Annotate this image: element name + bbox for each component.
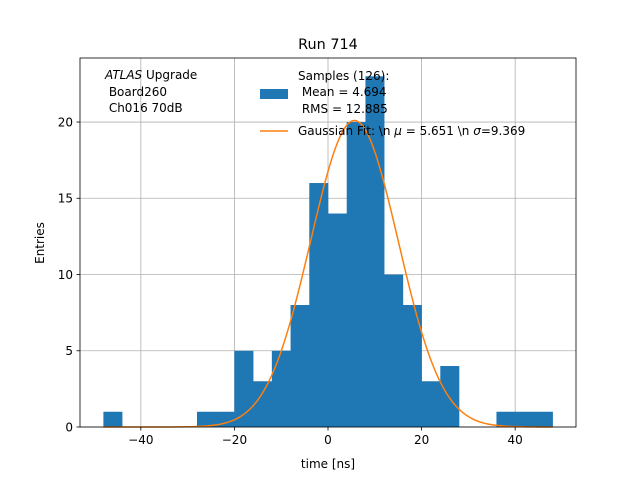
histogram-bars [103, 76, 553, 428]
x-tick-label-4: 40 [508, 433, 523, 447]
histogram-bar-7 [234, 350, 254, 427]
y-tick-label-1: 5 [65, 344, 73, 358]
histogram-bar-23 [533, 411, 553, 427]
histogram-bar-8 [253, 381, 273, 427]
histogram-bar-13 [346, 122, 366, 427]
annotation-upgrade: Upgrade [142, 68, 197, 82]
histogram-bar-10 [290, 305, 310, 427]
y-tick-label-0: 0 [65, 420, 73, 434]
atlas-word: ATLAS [104, 68, 143, 82]
legend-fit-sigma-value: =9.369 [481, 124, 525, 138]
annotation-line-1: ATLAS Upgrade [104, 68, 197, 82]
histogram-bar-17 [421, 381, 441, 427]
x-axis-label: time [ns] [301, 457, 355, 471]
histogram-bar-5 [196, 411, 216, 427]
legend-hist-line-2: Mean = 4.694 [298, 85, 387, 99]
legend-hist-line-3: RMS = 12.885 [298, 102, 388, 116]
histogram-bar-16 [402, 305, 422, 427]
legend-fit-label: Gaussian Fit: \n μ = 5.651 \n σ=9.369 [298, 124, 525, 138]
legend-fit-prefix: Gaussian Fit: \n [298, 124, 394, 138]
x-tick-label-1: −20 [222, 433, 247, 447]
histogram-bar-11 [309, 183, 329, 427]
histogram-bar-18 [440, 366, 460, 427]
legend-fit-mu-value: = 5.651 \n [402, 124, 473, 138]
histogram-bar-6 [215, 411, 235, 427]
y-tick-label-3: 15 [58, 192, 73, 206]
legend-histogram-swatch [260, 89, 288, 99]
histogram-bar-14 [365, 76, 385, 428]
y-axis-label: Entries [33, 222, 47, 264]
y-tick-label-2: 10 [58, 268, 73, 282]
y-tick-label-4: 20 [58, 115, 73, 129]
annotation-line-3: Ch016 70dB [105, 101, 183, 115]
histogram-bar-9 [271, 350, 291, 427]
histogram-bar-12 [328, 213, 348, 427]
legend-hist-line-1: Samples (126): [298, 69, 389, 83]
x-tick-label-3: 20 [414, 433, 429, 447]
y-axis-ticks: 0 5 10 15 20 [58, 115, 80, 434]
legend: Samples (126): Mean = 4.694 RMS = 12.885… [260, 69, 525, 138]
x-tick-label-0: −40 [128, 433, 153, 447]
x-tick-label-2: 0 [324, 433, 332, 447]
x-axis-ticks: −40 −20 0 20 40 [128, 427, 523, 447]
histogram-bar-0 [103, 411, 123, 427]
histogram-bar-21 [496, 411, 516, 427]
histogram-bar-22 [515, 411, 535, 427]
histogram-bar-15 [384, 274, 404, 427]
legend-fit-sigma-symbol: σ [473, 124, 481, 138]
annotation-line-2: Board260 [105, 85, 167, 99]
legend-fit-mu-symbol: μ [393, 124, 402, 138]
atlas-annotation: ATLAS Upgrade Board260 Ch016 70dB [104, 68, 197, 115]
chart-title: Run 714 [298, 37, 358, 53]
